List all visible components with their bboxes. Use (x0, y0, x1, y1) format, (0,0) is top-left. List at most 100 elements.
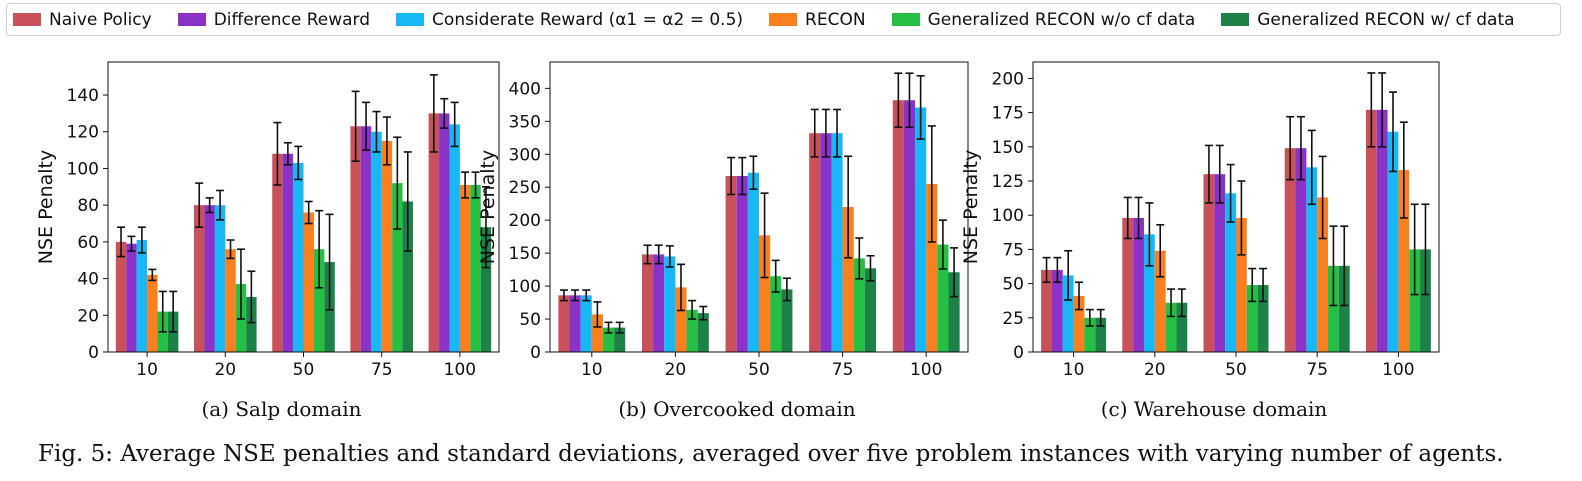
error-bar-1-s6-c2 (247, 270, 256, 324)
error-bar-1-s1-c4 (351, 90, 360, 162)
x-tick-label: 50 (748, 360, 770, 380)
y-tick-label: 100 (992, 206, 1024, 226)
bar-2-s6-c2 (697, 313, 709, 352)
error-bar-2-s6-c2 (699, 305, 708, 321)
bar-1-s4-c2 (225, 249, 236, 352)
legend-swatch-difference-reward (177, 13, 206, 26)
bar-1-s5-c5 (470, 184, 481, 352)
legend-swatch-recon (769, 13, 798, 26)
bar-1-s2-c1 (126, 243, 137, 352)
y-tick-label: 0 (88, 343, 99, 363)
y-tick-label: 0 (1013, 343, 1024, 363)
error-bar-1-s5-c5 (471, 171, 480, 199)
bar-2-s3-c2 (664, 256, 676, 352)
error-bar-2-s3-c2 (665, 245, 674, 268)
error-bar-2-s1-c2 (643, 244, 652, 265)
bar-2-s3-c1 (580, 295, 592, 352)
error-bar-2-s6-c5 (950, 247, 959, 298)
bar-3-s1-c3 (1203, 174, 1215, 352)
y-tick-label: 80 (77, 196, 99, 216)
error-bar-1-s2-c4 (362, 101, 371, 151)
error-bar-1-s4-c5 (461, 171, 470, 199)
error-bar-1-s4-c4 (382, 116, 391, 166)
error-bar-2-s4-c4 (844, 155, 853, 259)
error-bar-3-s4-c5 (1399, 121, 1408, 219)
error-bar-3-s1-c2 (1123, 196, 1132, 240)
bar-2-s4-c4 (842, 207, 854, 352)
bar-3-s4-c5 (1398, 170, 1410, 352)
error-bar-1-s4-c2 (226, 239, 235, 260)
bar-2-s2-c4 (820, 133, 832, 352)
bar-2-s6-c4 (864, 268, 877, 352)
y-tick-label: 60 (77, 233, 99, 253)
error-bar-3-s5-c3 (1248, 267, 1257, 303)
chart-panel-1: 0 20 40 60 80 100 120 140 10 20 50 75 100 NSE Penalty… (35, 61, 500, 421)
y-tick-label: 200 (509, 211, 541, 231)
x-tick-label: 50 (293, 360, 315, 380)
error-bar-2-s2-c2 (654, 244, 663, 265)
y-tick-label: 0 (530, 343, 541, 363)
bar-1-s1-c2 (194, 205, 205, 352)
x-tick-label: 20 (665, 360, 687, 380)
bar-2-s5-c5 (937, 244, 949, 352)
bar-2-s5-c4 (853, 258, 865, 352)
error-bar-2-s5-c1 (604, 321, 613, 334)
bar-3-s2-c4 (1295, 148, 1307, 352)
x-tick-label: 50 (1225, 360, 1247, 380)
x-tick-label: 10 (1063, 360, 1085, 380)
legend-label-recon: RECON (805, 9, 866, 30)
y-tick-label: 150 (992, 138, 1024, 158)
subplot-caption: (a) Salp domain (201, 397, 361, 421)
error-bar-1-s6-c1 (169, 290, 178, 333)
error-bar-2-s3-c3 (749, 155, 758, 191)
error-bar-2-s6-c4 (866, 254, 875, 282)
x-tick-label: 100 (444, 360, 476, 380)
error-bar-2-s4-c2 (676, 263, 685, 312)
error-bar-1-s5-c3 (315, 209, 324, 289)
legend-label-generalized-recon-w-cf: Generalized RECON w/ cf data (1257, 9, 1515, 30)
bar-1-s1-c3 (272, 153, 283, 352)
bar-2-s2-c3 (736, 176, 748, 352)
subplot-caption: (b) Overcooked domain (618, 397, 855, 421)
error-bar-3-s3-c3 (1226, 163, 1235, 223)
bar-1-s2-c5 (439, 113, 450, 352)
error-bar-1-s1-c3 (273, 121, 282, 186)
error-bar-3-s4-c1 (1075, 281, 1084, 311)
error-bar-3-s6-c1 (1096, 308, 1105, 327)
legend-item-generalized-recon-wo-cf: Generalized RECON w/o cf data (891, 10, 1195, 30)
bar-1-s3-c5 (449, 124, 460, 352)
error-bar-3-s6-c2 (1177, 288, 1186, 318)
error-bar-1-s3-c4 (372, 110, 381, 153)
error-bar-2-s5-c5 (938, 219, 947, 270)
error-bar-1-s4-c1 (148, 268, 157, 282)
error-bar-1-s2-c3 (283, 141, 292, 166)
error-bar-2-s2-c1 (571, 289, 580, 302)
error-bar-2-s2-c5 (905, 72, 914, 129)
error-bar-1-s2-c1 (127, 235, 136, 252)
bar-3-s4-c3 (1236, 217, 1247, 352)
error-bar-2-s5-c3 (771, 259, 780, 293)
legend-item-naive-policy: Naive Policy (13, 10, 152, 30)
error-bar-3-s1-c4 (1286, 115, 1295, 181)
error-bar-1-s2-c5 (440, 97, 449, 129)
bar-3-s1-c2 (1122, 217, 1134, 352)
bar-1-s1-c5 (428, 113, 440, 352)
error-bar-2-s4-c1 (593, 301, 602, 328)
legend-swatch-naive-policy (13, 13, 41, 26)
y-tick-label: 40 (77, 270, 99, 290)
bar-3-s2-c3 (1214, 174, 1226, 352)
chart-panel-3: 0 25 50 75 100 125 150 175 200 10 20 50 75 100 NSE Pen… (960, 61, 1440, 421)
error-bar-1-s2-c2 (205, 197, 214, 214)
y-tick-label: 300 (509, 145, 541, 165)
error-bar-2-s3-c5 (916, 75, 925, 140)
bar-2-s4-c3 (759, 235, 771, 352)
bar-1-s3-c4 (371, 131, 382, 352)
bar-2-s5-c3 (770, 276, 782, 352)
bar-1-s2-c3 (282, 153, 294, 352)
bar-1-s2-c4 (360, 126, 372, 353)
y-tick-label: 400 (509, 79, 541, 99)
y-axis-label: NSE Penalty (960, 150, 982, 264)
error-bar-2-s6-c3 (782, 277, 791, 302)
error-bar-1-s4-c3 (304, 200, 313, 225)
error-bar-3-s1-c1 (1042, 256, 1051, 284)
